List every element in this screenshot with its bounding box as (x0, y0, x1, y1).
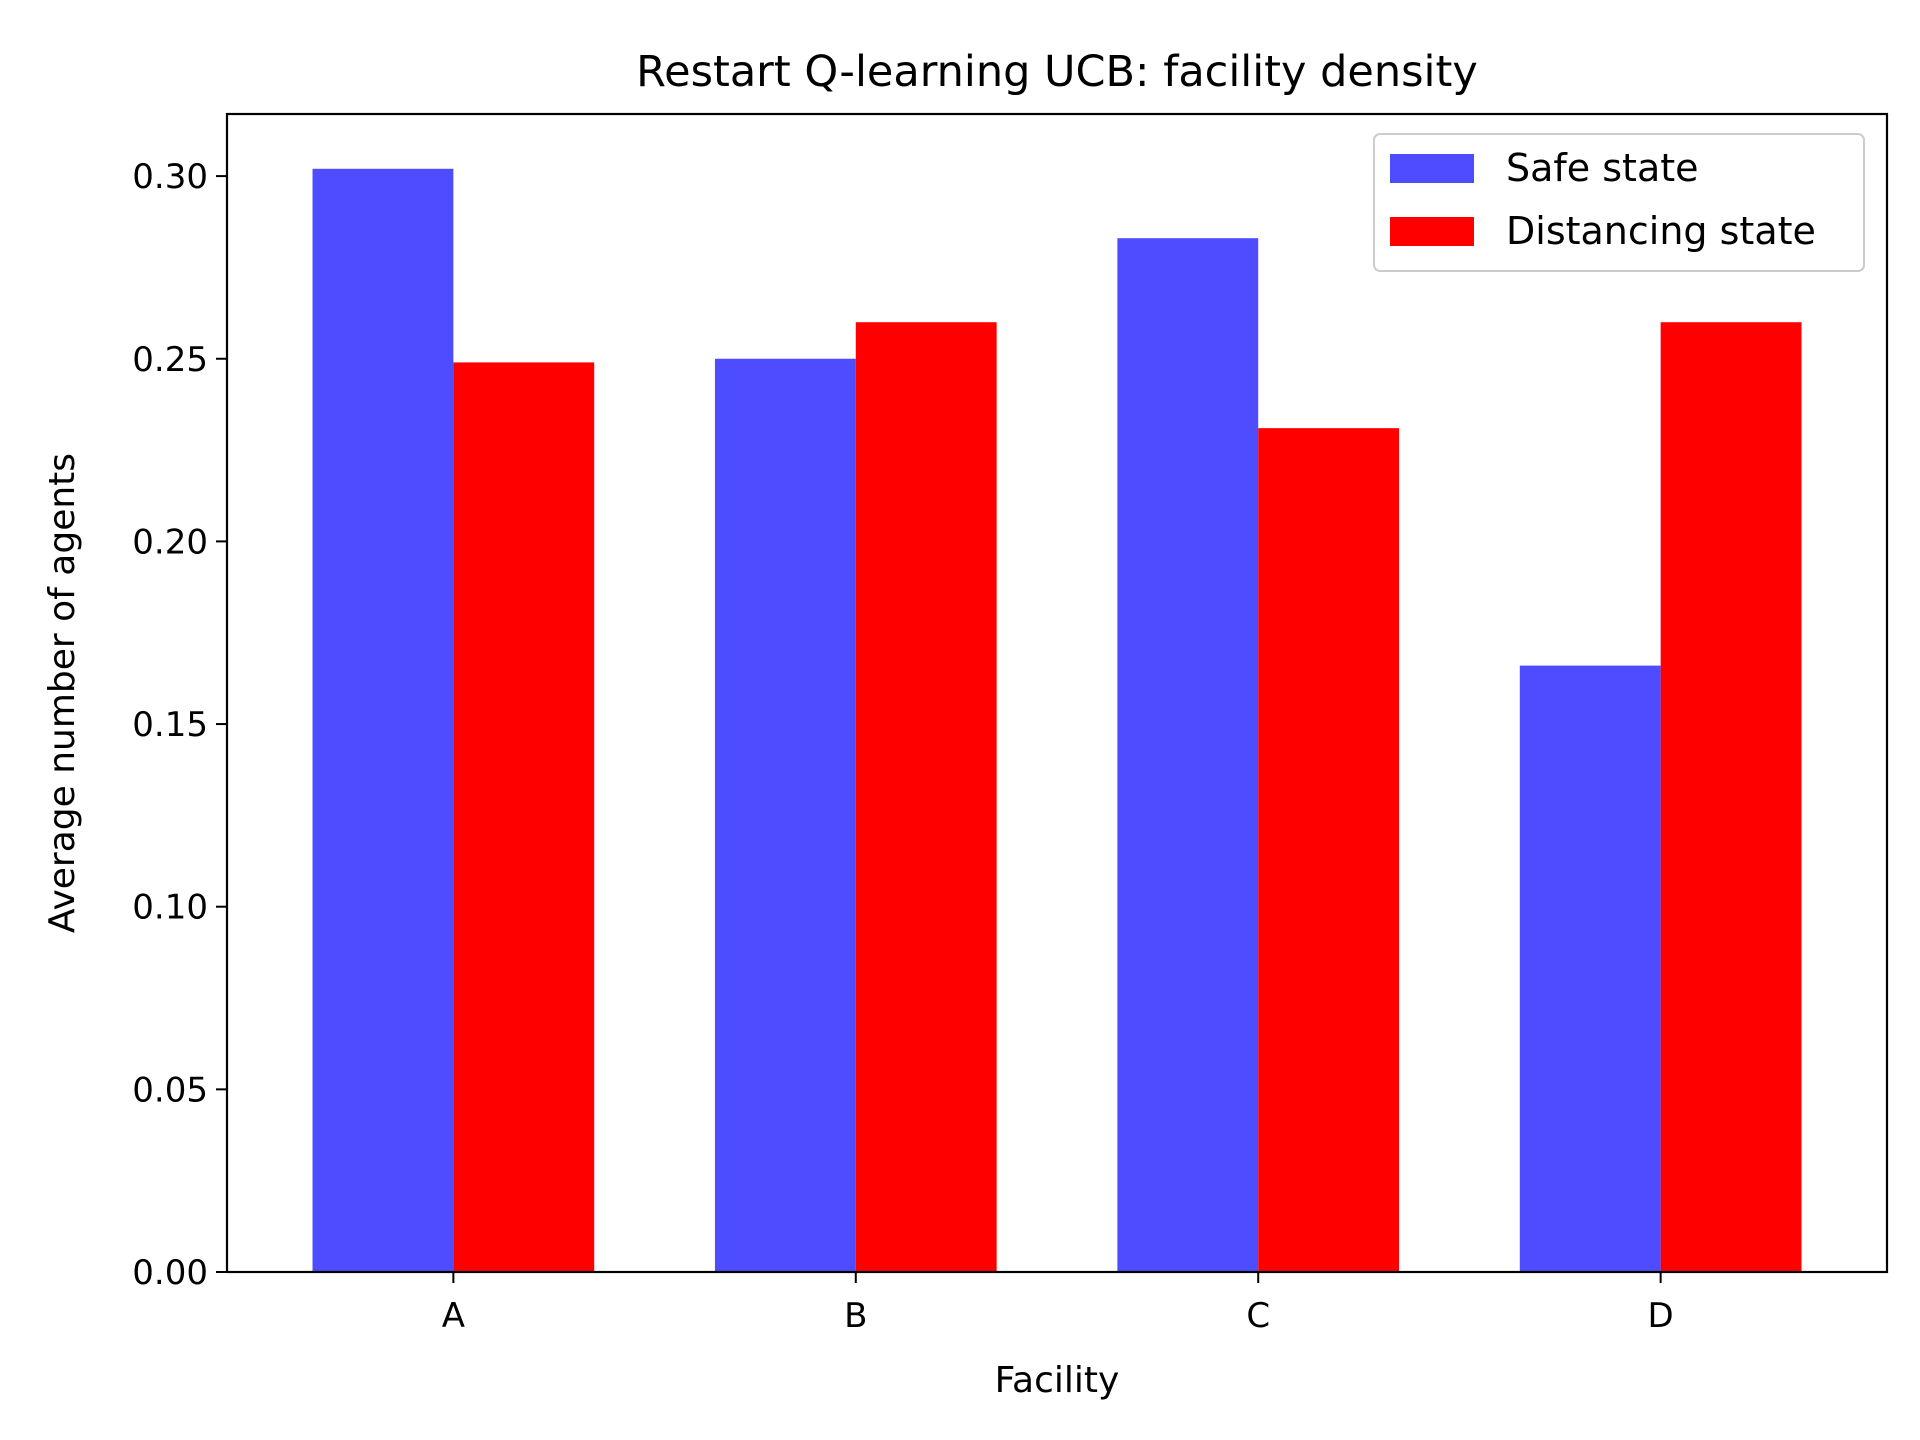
bar-distancing-state-A (453, 362, 595, 1272)
legend: Safe state Distancing state (1373, 133, 1865, 272)
legend-box (1373, 133, 1865, 272)
y-tick-label: 0.30 (132, 157, 208, 197)
legend-swatch-safe-state (1390, 154, 1474, 183)
y-axis: 0.00 0.05 0.10 0.15 0.20 0.25 0.30 (132, 157, 227, 1293)
plot-area-frame (225, 112, 1889, 1274)
y-tick-label: 0.00 (132, 1253, 208, 1293)
x-tick-label-D: D (1648, 1296, 1674, 1336)
bar-safe-state-B (714, 358, 856, 1272)
x-tick-label-B: B (844, 1296, 867, 1336)
y-tick-label: 0.15 (132, 705, 208, 745)
bar-safe-state-D (1519, 665, 1661, 1272)
legend-swatch-distancing-state (1390, 217, 1474, 246)
bar-safe-state-C (1117, 238, 1259, 1272)
bar-distancing-state-D (1660, 322, 1802, 1272)
y-tick-label: 0.05 (132, 1070, 208, 1110)
y-tick-label: 0.10 (132, 888, 208, 928)
bar-distancing-state-C (1258, 428, 1400, 1272)
bars-layer (312, 168, 1802, 1273)
bar-distancing-state-B (855, 322, 997, 1272)
x-tick-label-C: C (1246, 1296, 1270, 1336)
bar-safe-state-A (312, 168, 454, 1273)
x-axis-label: Facility (995, 1360, 1120, 1401)
x-axis: A B C D (442, 1272, 1674, 1336)
legend-label-distancing-state: Distancing state (1506, 209, 1816, 253)
y-tick-label: 0.25 (132, 340, 208, 380)
y-axis-label: Average number of agents (42, 453, 83, 933)
y-tick-label: 0.20 (132, 522, 208, 562)
legend-label-safe-state: Safe state (1506, 146, 1699, 190)
x-tick-label-A: A (442, 1296, 465, 1336)
chart-title: Restart Q-learning UCB: facility density (636, 47, 1478, 97)
